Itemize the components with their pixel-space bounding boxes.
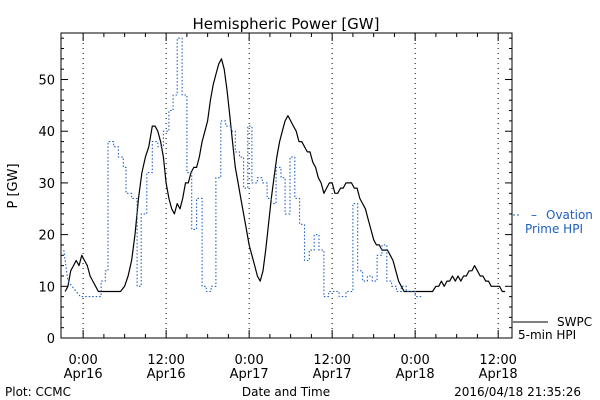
y-tick-label: 20	[38, 229, 55, 244]
x-tick-label-time: 12:00	[313, 353, 350, 368]
y-axis-label: P [GW]	[6, 163, 21, 208]
x-tick-label-time: 0:00	[401, 353, 430, 368]
y-tick-label: 0	[47, 332, 55, 347]
series-swpc-line	[64, 58, 506, 293]
x-tick-label-time: 12:00	[147, 353, 184, 368]
plot-frame	[60, 32, 513, 339]
footer-timestamp: 2016/04/18 21:35:26	[454, 385, 581, 399]
x-tick-label-date: Apr16	[147, 367, 186, 382]
x-axis: 0:00Apr1612:00Apr160:00Apr1712:00Apr170:…	[64, 33, 518, 382]
x-tick-label-date: Apr16	[64, 367, 103, 382]
y-tick-label: 30	[38, 177, 55, 192]
y-tick-label: 50	[38, 74, 55, 89]
chart-title: Hemispheric Power [GW]	[193, 15, 380, 33]
legend-swpc: SWPC 5-min HPI	[513, 315, 592, 342]
legend-ovation-line2: Prime HPI	[525, 222, 583, 236]
x-tick-label-date: Apr17	[230, 367, 269, 382]
x-axis-label: Date and Time	[242, 385, 330, 399]
legend-ovation-dash: –	[531, 208, 537, 222]
x-tick-label-date: Apr17	[313, 367, 352, 382]
x-tick-label-time: 0:00	[69, 353, 98, 368]
x-tick-label-date: Apr18	[479, 367, 518, 382]
footer-plot-credit: Plot: CCMC	[5, 385, 71, 399]
legend-swpc-line2: 5-min HPI	[518, 328, 576, 342]
series-layer	[63, 37, 506, 298]
y-tick-label: 10	[38, 280, 55, 295]
y-axis: 0 10 20 30 40 50	[38, 37, 512, 347]
x-tick-label-date: Apr18	[396, 367, 435, 382]
series-ovation-line	[63, 37, 423, 298]
legend-swpc-line1: SWPC	[557, 315, 592, 329]
vertical-grid-lines	[82, 33, 499, 338]
x-tick-label-time: 12:00	[479, 353, 516, 368]
y-tick-label: 40	[38, 125, 55, 140]
legend-ovation: – Ovation Prime HPI	[513, 208, 593, 236]
legend-ovation-line1: Ovation	[546, 208, 593, 222]
x-tick-label-time: 0:00	[235, 353, 264, 368]
